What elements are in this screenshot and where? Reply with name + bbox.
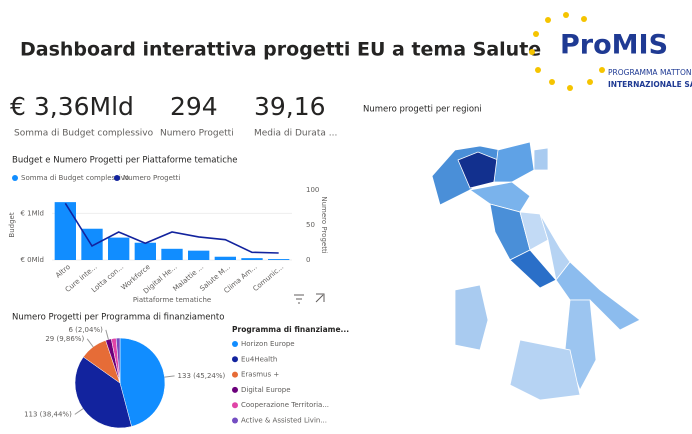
legend-label: Erasmus + [241, 371, 279, 379]
logo-line: INTERNAZIONALE SALUTE [608, 80, 692, 89]
bar [268, 259, 290, 260]
line [64, 202, 279, 254]
chart-title: Budget e Numero Progetti per Piattaforme… [12, 156, 238, 166]
italy-map [431, 141, 641, 401]
y2-axis-title: Numero Progetti [320, 196, 328, 253]
logo-line: PROGRAMMA MATTONE [608, 68, 692, 77]
y-tick-label: € 0Mld [20, 256, 44, 264]
y-tick-label: € 1Mld [20, 209, 44, 217]
legend-label: Digital Europe [241, 386, 291, 394]
legend-label: Cooperazione Territoria... [241, 401, 329, 409]
pie-slice [115, 337, 121, 384]
bar [188, 250, 210, 260]
kpi-label: Media di Durata ... [254, 129, 337, 139]
kpi-label: Somma di Budget complessivo [14, 129, 154, 139]
title: Dashboard interattiva progetti EU a tema… [20, 39, 541, 61]
stars [529, 12, 605, 91]
legend-marker [232, 341, 238, 347]
legend-marker [232, 356, 238, 363]
leader-line [164, 375, 175, 378]
legend-marker [12, 175, 18, 181]
legend-title: Programma di finanziame... [232, 325, 349, 334]
legend-marker [232, 417, 238, 424]
y2-tick-label: 50 [306, 221, 315, 229]
logo: ProMIS PROGRAMMA MATTONE INTERNAZIONALE … [529, 12, 692, 91]
kpi-value: € 3,36Mld [10, 92, 134, 121]
leader-line [86, 338, 94, 348]
kpi-label: Numero Progetti [160, 129, 234, 139]
legend-marker [114, 175, 120, 181]
bar [108, 237, 130, 260]
bar [214, 256, 236, 260]
data-label: 6 (2,04%) [68, 326, 103, 334]
legend-label: Numero Progetti [123, 174, 180, 182]
y2-tick-label: 100 [306, 186, 319, 194]
bar [134, 242, 156, 260]
legend-label: Somma di Budget complessivo [21, 174, 129, 182]
x-tick-label: Altro [54, 263, 72, 280]
map-title: Numero progetti per regioni [363, 105, 482, 115]
legend-marker [232, 386, 238, 393]
toolbar[interactable] [294, 293, 325, 304]
legend-marker [232, 402, 238, 409]
data-label: 133 (45,24%) [178, 372, 226, 380]
leader-line [74, 408, 84, 415]
bar [241, 258, 263, 260]
bar [54, 202, 76, 260]
legend-label: Active & Assisted Livin... [241, 417, 327, 425]
legend-marker [232, 371, 238, 378]
legend-label: Eu4Health [241, 355, 277, 363]
legend-label: Horizon Europe [241, 340, 295, 348]
bar [161, 248, 183, 260]
data-label: 113 (38,44%) [24, 410, 72, 418]
x-axis-title: Piattaforme tematiche [133, 296, 211, 304]
kpi-value: 39,16 [254, 92, 326, 121]
leader-line [105, 329, 109, 340]
kpi-value: 294 [170, 92, 218, 121]
y-axis-title: Budget [8, 212, 16, 237]
data-label: 29 (9,86%) [45, 335, 84, 343]
logo-name: ProMIS [560, 30, 668, 61]
chart-title: Numero Progetti per Programma di finanzi… [12, 313, 224, 323]
y2-tick-label: 0 [306, 256, 310, 264]
